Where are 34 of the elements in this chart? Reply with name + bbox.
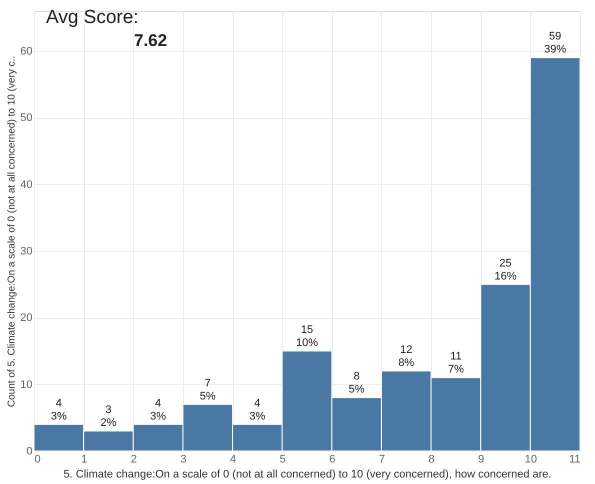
x-tick-label: 1 [81, 454, 88, 466]
data-label: 11 7% [448, 350, 464, 376]
data-label: 8 5% [348, 370, 365, 396]
data-label: 4 3% [50, 397, 67, 422]
x-tick-label: 11 [569, 454, 580, 466]
x-tick-label: 2 [130, 454, 137, 466]
y-tick-label: 30 [20, 246, 32, 258]
y-tick-label: 20 [20, 312, 32, 324]
x-tick-label: 3 [180, 454, 186, 466]
data-label: 15 10% [296, 324, 318, 349]
x-tick-label: 10 [524, 454, 537, 466]
data-label: 12 8% [398, 344, 414, 369]
y-tick-label: 40 [20, 178, 32, 191]
y-axis-title: Count of 5. Climate change:On a scale of 0 (not at all concerned) to 10 (very c.. [6, 56, 18, 408]
y-tick-label: 0 [26, 446, 32, 458]
data-label: 59 39% [544, 30, 566, 56]
y-tick-label: 50 [20, 112, 32, 124]
x-tick-label: 0 [34, 454, 41, 466]
data-label: 7 5% [200, 377, 216, 402]
x-tick-label: 4 [230, 454, 236, 466]
x-tick-label: 5 [280, 454, 286, 466]
x-tick-label: 7 [378, 454, 386, 466]
x-tick-label: 6 [329, 454, 336, 466]
data-label: 25 16% [494, 257, 517, 282]
x-axis-title: 5. Climate change:On a scale of 0 (not at all concerned) to 10 (very concerned), how concerned are. [64, 468, 552, 480]
annotation: 7.62 [134, 31, 168, 50]
y-tick-label: 10 [20, 378, 32, 391]
x-tick-label: 8 [428, 454, 435, 466]
data-label: 3 2% [100, 404, 117, 429]
data-label: 4 3% [150, 397, 166, 422]
y-tick-label: 60 [20, 46, 32, 58]
annotation: Avg Score: [46, 7, 139, 28]
x-tick-label: 9 [478, 454, 484, 466]
data-label: 4 3% [249, 397, 266, 422]
